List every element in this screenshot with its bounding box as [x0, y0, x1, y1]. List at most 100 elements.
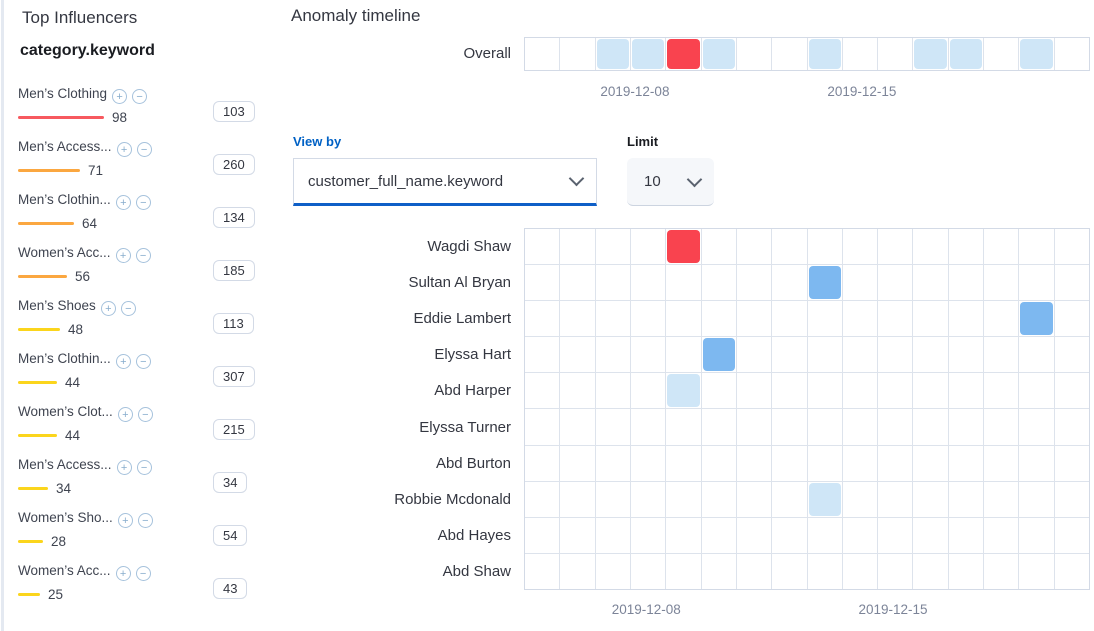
remove-filter-minus-icon[interactable]: − [136, 460, 152, 475]
swimlane-cell[interactable] [525, 229, 561, 265]
swimlane-cell[interactable] [913, 553, 949, 589]
swimlane-cell[interactable] [878, 445, 914, 481]
swimlane-cell[interactable] [560, 373, 596, 409]
swimlane-cell[interactable] [1019, 373, 1055, 409]
swimlane-cell[interactable] [560, 553, 596, 589]
swimlane-cell[interactable] [913, 445, 949, 481]
swimlane-cell[interactable] [808, 445, 843, 481]
swimlane-cell[interactable] [772, 38, 808, 70]
swimlane-cell[interactable] [631, 301, 667, 337]
swimlane-cell[interactable] [702, 301, 737, 337]
add-filter-plus-icon[interactable]: + [117, 513, 133, 528]
swimlane-cell[interactable] [984, 337, 1020, 373]
remove-filter-minus-icon[interactable]: − [132, 89, 148, 104]
swimlane-cell[interactable] [843, 517, 879, 553]
swimlane-cell[interactable] [666, 445, 702, 481]
swimlane-cell[interactable] [1019, 409, 1055, 445]
swimlane-cell[interactable] [1019, 553, 1055, 589]
swimlane-cell[interactable] [984, 301, 1020, 337]
swimlane-cell[interactable] [913, 265, 949, 301]
swimlane-cell[interactable] [737, 517, 773, 553]
swimlane-cell[interactable] [631, 265, 667, 301]
add-filter-plus-icon[interactable]: + [115, 354, 131, 369]
swimlane-cell[interactable] [772, 265, 808, 301]
swimlane-cell[interactable] [772, 517, 808, 553]
add-filter-plus-icon[interactable]: + [115, 566, 131, 581]
swimlane-cell[interactable] [596, 229, 631, 265]
swimlane-cell[interactable] [913, 301, 949, 337]
swimlane-cell[interactable] [702, 481, 737, 517]
swimlane-cell[interactable] [596, 409, 631, 445]
swimlane-cell[interactable] [772, 229, 808, 265]
swimlane-cell[interactable] [737, 301, 773, 337]
swimlane-cell[interactable] [913, 373, 949, 409]
swimlane-cell[interactable] [808, 229, 843, 265]
swimlane-cell[interactable] [984, 481, 1020, 517]
swimlane-cell[interactable] [808, 38, 843, 70]
swimlane-cell[interactable] [878, 517, 914, 553]
swimlane-cell[interactable] [878, 481, 914, 517]
swimlane-cell[interactable] [525, 517, 561, 553]
remove-filter-minus-icon[interactable]: − [135, 248, 151, 263]
remove-filter-minus-icon[interactable]: − [135, 195, 151, 210]
swimlane-cell[interactable] [666, 38, 702, 70]
swimlane-cell[interactable] [1055, 337, 1089, 372]
add-filter-plus-icon[interactable]: + [112, 89, 128, 104]
swimlane-cell[interactable] [949, 337, 985, 373]
swimlane-cell[interactable] [808, 301, 843, 337]
swimlane-cell[interactable] [702, 337, 737, 373]
swimlane-cell[interactable] [984, 38, 1020, 70]
swimlane-cell[interactable] [666, 229, 702, 265]
swimlane-cell[interactable] [984, 265, 1020, 301]
swimlane-cell[interactable] [984, 517, 1020, 553]
swimlane-cell[interactable] [808, 373, 843, 409]
swimlane-cell[interactable] [702, 553, 737, 589]
swimlane-cell[interactable] [772, 445, 808, 481]
swimlane-cell[interactable] [808, 517, 843, 553]
swimlane-cell[interactable] [984, 445, 1020, 481]
swimlane-cell[interactable] [984, 373, 1020, 409]
swimlane-cell[interactable] [1019, 38, 1055, 70]
swimlane-cell[interactable] [631, 373, 667, 409]
swimlane-cell[interactable] [878, 337, 914, 373]
swimlane-cell[interactable] [702, 517, 737, 553]
swimlane-cell[interactable] [596, 517, 631, 553]
swimlane-cell[interactable] [878, 229, 914, 265]
swimlane-cell[interactable] [666, 301, 702, 337]
swimlane-cell[interactable] [949, 301, 985, 337]
swimlane-cell[interactable] [596, 337, 631, 373]
swimlane-cell[interactable] [808, 481, 843, 517]
swimlane-cell[interactable] [525, 337, 561, 373]
swimlane-cell[interactable] [984, 229, 1020, 265]
swimlane-cell[interactable] [843, 409, 879, 445]
swimlane-cell[interactable] [772, 409, 808, 445]
swimlane-cell[interactable] [878, 373, 914, 409]
swimlane-cell[interactable] [560, 481, 596, 517]
swimlane-cell[interactable] [666, 481, 702, 517]
swimlane-cell[interactable] [560, 38, 596, 70]
swimlane-cell[interactable] [984, 409, 1020, 445]
swimlane-cell[interactable] [843, 38, 879, 70]
swimlane-cell[interactable] [772, 301, 808, 337]
swimlane-cell[interactable] [525, 553, 561, 589]
swimlane-cell[interactable] [772, 481, 808, 517]
add-filter-plus-icon[interactable]: + [115, 195, 131, 210]
swimlane-cell[interactable] [560, 229, 596, 265]
swimlane-cell[interactable] [631, 409, 667, 445]
swimlane-cell[interactable] [1055, 446, 1089, 481]
swimlane-cell[interactable] [702, 409, 737, 445]
swimlane-cell[interactable] [878, 301, 914, 337]
swimlane-cell[interactable] [737, 38, 773, 70]
swimlane-cell[interactable] [1055, 265, 1089, 300]
swimlane-cell[interactable] [913, 337, 949, 373]
swimlane-cell[interactable] [1019, 301, 1055, 337]
swimlane-cell[interactable] [949, 38, 985, 70]
swimlane-cell[interactable] [631, 229, 667, 265]
swimlane-cell[interactable] [984, 553, 1020, 589]
swimlane-cell[interactable] [949, 409, 985, 445]
add-filter-plus-icon[interactable]: + [100, 301, 116, 316]
remove-filter-minus-icon[interactable]: − [136, 142, 152, 157]
swimlane-cell[interactable] [737, 229, 773, 265]
swimlane-cell[interactable] [878, 553, 914, 589]
swimlane-cell[interactable] [666, 409, 702, 445]
